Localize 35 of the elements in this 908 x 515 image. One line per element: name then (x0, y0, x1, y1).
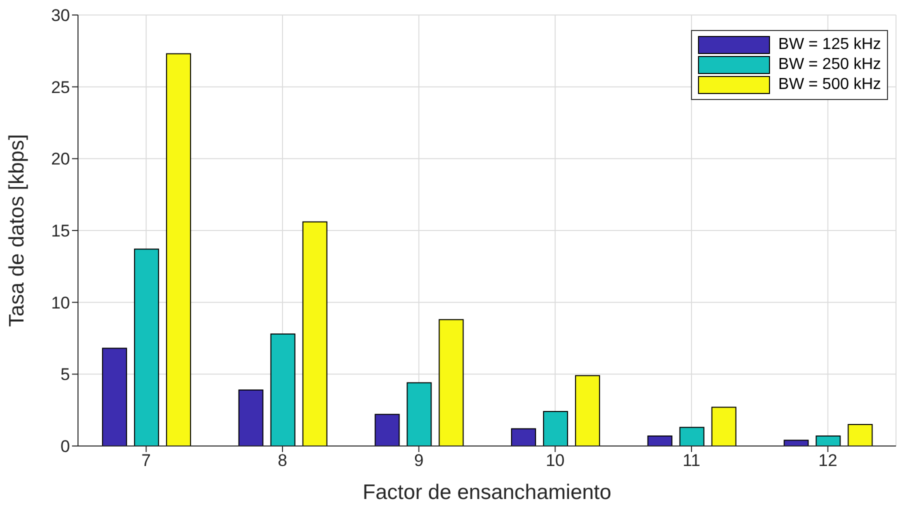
y-tick-label: 20 (51, 150, 70, 169)
y-axis-title: Tasa de datos [kbps] (5, 134, 28, 327)
y-tick-label: 5 (60, 365, 70, 384)
y-tick-label: 30 (51, 6, 70, 26)
bar (102, 348, 128, 446)
x-tick-label: 12 (818, 451, 838, 470)
y-tick-label: 0 (60, 437, 70, 456)
bar (238, 389, 264, 446)
bar (134, 248, 160, 446)
bar (374, 414, 400, 446)
bar (543, 411, 568, 446)
legend-label: BW = 250 kHz (778, 56, 881, 74)
bar (270, 333, 296, 446)
bar (711, 406, 736, 446)
y-tick-label: 25 (51, 78, 70, 97)
x-tick-label: 11 (682, 451, 700, 470)
legend-label: BW = 125 kHz (778, 36, 881, 54)
bar (816, 435, 841, 446)
bar (302, 221, 328, 446)
x-tick-label: 9 (414, 451, 424, 470)
x-tick-label: 10 (546, 451, 565, 470)
bar (848, 424, 873, 446)
y-tick-label: 10 (51, 293, 70, 312)
x-tick-label: 7 (141, 451, 151, 470)
x-tick-label: 8 (278, 451, 288, 470)
bar (438, 319, 464, 446)
legend-label: BW = 500 kHz (778, 76, 881, 94)
bar (406, 382, 432, 446)
bar (166, 53, 192, 446)
bar (679, 426, 704, 446)
bar (647, 435, 672, 446)
bar (575, 375, 600, 446)
x-axis-title: Factor de ensanchamiento (362, 481, 612, 504)
bar (511, 428, 536, 446)
y-tick-label: 15 (51, 222, 70, 241)
